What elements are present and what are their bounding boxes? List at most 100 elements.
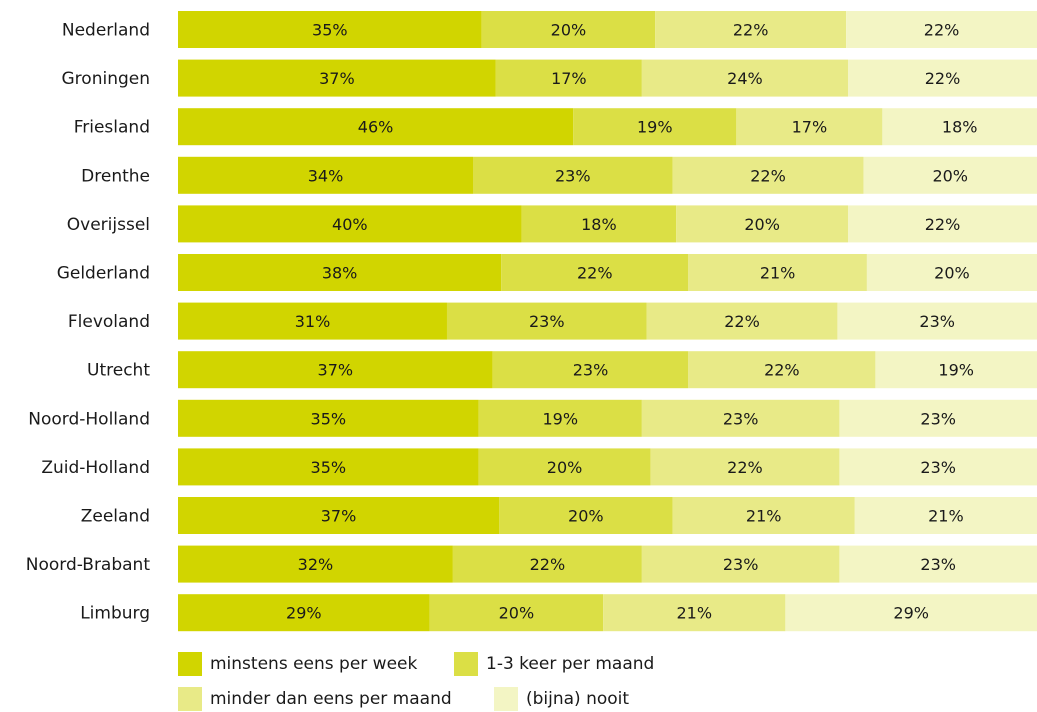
data-label-zeeland-s1: 20% — [568, 507, 604, 526]
legend-item-weekly: minstens eens per week — [178, 651, 417, 677]
bar-segment-noord-holland-s0 — [178, 399, 479, 437]
bar-segment-gelderland-s0 — [178, 254, 502, 291]
bar-segment-drenthe-s2 — [672, 156, 864, 194]
bar-segment-nederland-s1 — [481, 11, 656, 48]
data-label-drenthe-s0: 34% — [308, 166, 344, 185]
data-label-limburg-s0: 29% — [286, 604, 322, 623]
data-label-zuid-holland-s1: 20% — [547, 458, 583, 477]
bar-segment-noord-brabant-s2 — [641, 545, 840, 583]
bar-segment-zuid-holland-s1 — [478, 448, 651, 486]
bar-segment-noord-holland-s3 — [839, 399, 1037, 437]
data-label-groningen-s1: 17% — [551, 69, 587, 88]
bar-segment-flevoland-s3 — [837, 302, 1037, 340]
bar-segment-friesland-s3 — [882, 108, 1037, 146]
bar-segment-friesland-s1 — [573, 108, 737, 146]
legend-item-never: (bijna) nooit — [494, 686, 629, 712]
stacked-bar-chart: Nederland 35% 20% 22% 22% Groningen 37% 17% 24% 2… — [26, 11, 1037, 632]
data-label-zeeland-s3: 21% — [928, 507, 964, 526]
bar-segment-utrecht-s2 — [688, 351, 876, 389]
bar-segment-gelderland-s3 — [866, 254, 1037, 291]
category-label-drenthe: Drenthe — [81, 166, 150, 186]
bar-segment-groningen-s2 — [641, 59, 849, 97]
data-label-noord-brabant-s0: 32% — [298, 555, 334, 574]
data-label-noord-holland-s2: 23% — [723, 409, 759, 428]
category-label-nederland: Nederland — [62, 21, 150, 41]
bar-segment-groningen-s1 — [495, 59, 642, 97]
data-label-nederland-s2: 22% — [733, 21, 769, 40]
bar-segment-zuid-holland-s3 — [839, 448, 1037, 486]
bar-segment-limburg-s0 — [178, 594, 430, 632]
bar-segment-friesland-s2 — [736, 108, 883, 146]
data-label-groningen-s2: 24% — [727, 69, 763, 88]
legend-swatch-monthly — [454, 652, 478, 676]
category-label-noord-holland: Noord-Holland — [28, 409, 150, 429]
legend-swatch-less-than-monthly — [178, 687, 202, 711]
bar-segment-noord-brabant-s1 — [452, 545, 642, 583]
legend-item-less-than-monthly: minder dan eens per maand — [178, 686, 452, 712]
bar-segment-utrecht-s1 — [492, 351, 689, 389]
bar-segment-gelderland-s1 — [501, 254, 689, 291]
data-label-zuid-holland-s3: 23% — [920, 458, 956, 477]
data-label-overijssel-s1: 18% — [581, 215, 617, 234]
data-label-noord-holland-s1: 19% — [542, 409, 578, 428]
legend: minstens eens per week 1-3 keer per maan… — [178, 650, 698, 712]
data-label-nederland-s1: 20% — [551, 21, 587, 40]
legend-label-never: (bijna) nooit — [526, 689, 630, 709]
data-label-gelderland-s3: 20% — [934, 264, 970, 283]
data-label-utrecht-s1: 23% — [573, 361, 609, 380]
bar-segment-zeeland-s3 — [854, 497, 1037, 534]
legend-item-monthly: 1-3 keer per maand — [454, 651, 654, 677]
data-label-noord-brabant-s1: 22% — [530, 555, 566, 574]
data-label-noord-brabant-s2: 23% — [723, 555, 759, 574]
bar-segment-utrecht-s0 — [178, 351, 493, 389]
data-label-groningen-s0: 37% — [319, 69, 355, 88]
bar-segment-noord-holland-s1 — [478, 399, 642, 437]
bar-segment-flevoland-s0 — [178, 302, 447, 340]
data-label-zuid-holland-s0: 35% — [311, 458, 347, 477]
data-label-friesland-s2: 17% — [792, 118, 828, 137]
category-label-gelderland: Gelderland — [57, 264, 150, 284]
bar-segment-flevoland-s2 — [646, 302, 838, 340]
data-label-overijssel-s3: 22% — [925, 215, 961, 234]
bar-segment-nederland-s0 — [178, 11, 482, 48]
bar-segment-zuid-holland-s0 — [178, 448, 479, 486]
bar-segment-zeeland-s1 — [499, 497, 673, 534]
data-label-gelderland-s1: 22% — [577, 264, 613, 283]
data-label-limburg-s1: 20% — [499, 604, 535, 623]
legend-label-less-than-monthly: minder dan eens per maand — [210, 689, 452, 709]
bar-segment-limburg-s2 — [603, 594, 786, 632]
bar-segment-overijssel-s2 — [676, 205, 849, 243]
bar-segment-flevoland-s1 — [446, 302, 647, 340]
data-label-utrecht-s0: 37% — [318, 361, 354, 380]
category-label-utrecht: Utrecht — [87, 361, 150, 381]
data-label-zuid-holland-s2: 22% — [727, 458, 763, 477]
bar-segment-zeeland-s0 — [178, 497, 500, 534]
bar-segment-drenthe-s3 — [863, 156, 1037, 194]
bar-segment-zeeland-s2 — [672, 497, 855, 534]
bar-segment-drenthe-s0 — [178, 156, 474, 194]
data-label-overijssel-s0: 40% — [332, 215, 368, 234]
bar-segment-drenthe-s1 — [473, 156, 673, 194]
data-label-drenthe-s2: 22% — [750, 166, 786, 185]
bar-segment-friesland-s0 — [178, 108, 574, 146]
data-label-groningen-s3: 22% — [925, 69, 961, 88]
bar-segment-overijssel-s3 — [848, 205, 1037, 243]
category-label-groningen: Groningen — [62, 69, 151, 89]
data-label-flevoland-s2: 22% — [724, 312, 760, 331]
bar-segment-nederland-s2 — [655, 11, 847, 48]
data-label-noord-brabant-s3: 23% — [920, 555, 956, 574]
data-label-nederland-s0: 35% — [312, 21, 348, 40]
bar-segment-utrecht-s3 — [875, 351, 1037, 389]
legend-label-weekly: minstens eens per week — [210, 654, 418, 674]
data-label-flevoland-s1: 23% — [529, 312, 565, 331]
category-label-friesland: Friesland — [74, 118, 150, 138]
data-label-zeeland-s2: 21% — [746, 507, 782, 526]
data-label-nederland-s3: 22% — [924, 21, 960, 40]
bar-segment-nederland-s3 — [846, 11, 1037, 48]
data-label-friesland-s3: 18% — [942, 118, 978, 137]
data-label-gelderland-s0: 38% — [322, 264, 358, 283]
bar-segment-noord-holland-s2 — [641, 399, 840, 437]
data-label-drenthe-s1: 23% — [555, 166, 591, 185]
bar-segment-overijssel-s1 — [521, 205, 677, 243]
legend-swatch-never — [494, 687, 518, 711]
